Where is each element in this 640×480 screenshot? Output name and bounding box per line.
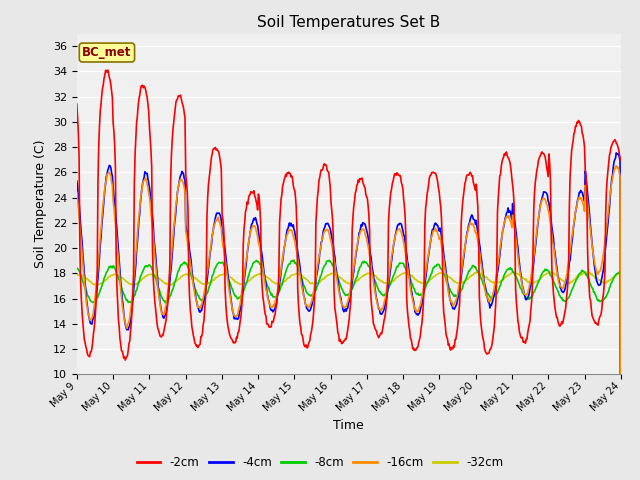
Line: -32cm: -32cm — [77, 272, 621, 480]
-2cm — [433, 172, 440, 178]
Y-axis label: Soil Temperature (C): Soil Temperature (C) — [35, 140, 47, 268]
-2cm — [104, 67, 111, 73]
-32cm — [194, 277, 202, 283]
-2cm — [140, 83, 148, 89]
Title: Soil Temperatures Set B: Soil Temperatures Set B — [257, 15, 440, 30]
-16cm — [223, 269, 230, 275]
-16cm — [415, 307, 422, 312]
-16cm — [612, 163, 620, 168]
-16cm — [431, 228, 438, 233]
-4cm — [139, 180, 147, 186]
-2cm — [122, 357, 129, 363]
-2cm — [417, 333, 424, 339]
-32cm — [223, 272, 230, 278]
-2cm — [224, 324, 232, 330]
Line: -4cm: -4cm — [77, 153, 621, 480]
Line: -2cm: -2cm — [77, 70, 621, 360]
-16cm — [83, 301, 90, 307]
-4cm — [415, 311, 422, 317]
-4cm — [83, 298, 90, 303]
-32cm — [415, 279, 422, 285]
-16cm — [194, 304, 202, 310]
-8cm — [223, 271, 230, 276]
Text: BC_met: BC_met — [83, 46, 132, 59]
-4cm — [194, 305, 202, 311]
X-axis label: Time: Time — [333, 419, 364, 432]
-16cm — [139, 182, 147, 188]
-8cm — [83, 288, 90, 294]
Legend: -2cm, -4cm, -8cm, -16cm, -32cm: -2cm, -4cm, -8cm, -16cm, -32cm — [132, 452, 508, 474]
-32cm — [431, 274, 438, 279]
-8cm — [431, 264, 439, 269]
-32cm — [73, 272, 81, 277]
-2cm — [73, 101, 81, 107]
-2cm — [83, 347, 90, 352]
-32cm — [474, 269, 482, 275]
-32cm — [83, 276, 90, 281]
-8cm — [73, 265, 81, 271]
-8cm — [416, 292, 424, 298]
-2cm — [617, 157, 625, 163]
-32cm — [139, 276, 147, 282]
-8cm — [194, 292, 202, 298]
Line: -8cm: -8cm — [77, 260, 621, 480]
-2cm — [196, 342, 204, 348]
-4cm — [73, 178, 81, 184]
-4cm — [223, 261, 230, 267]
Line: -16cm: -16cm — [77, 166, 621, 480]
-8cm — [139, 269, 147, 275]
-4cm — [431, 221, 438, 227]
-16cm — [73, 190, 81, 195]
-4cm — [612, 150, 620, 156]
-8cm — [290, 257, 298, 263]
